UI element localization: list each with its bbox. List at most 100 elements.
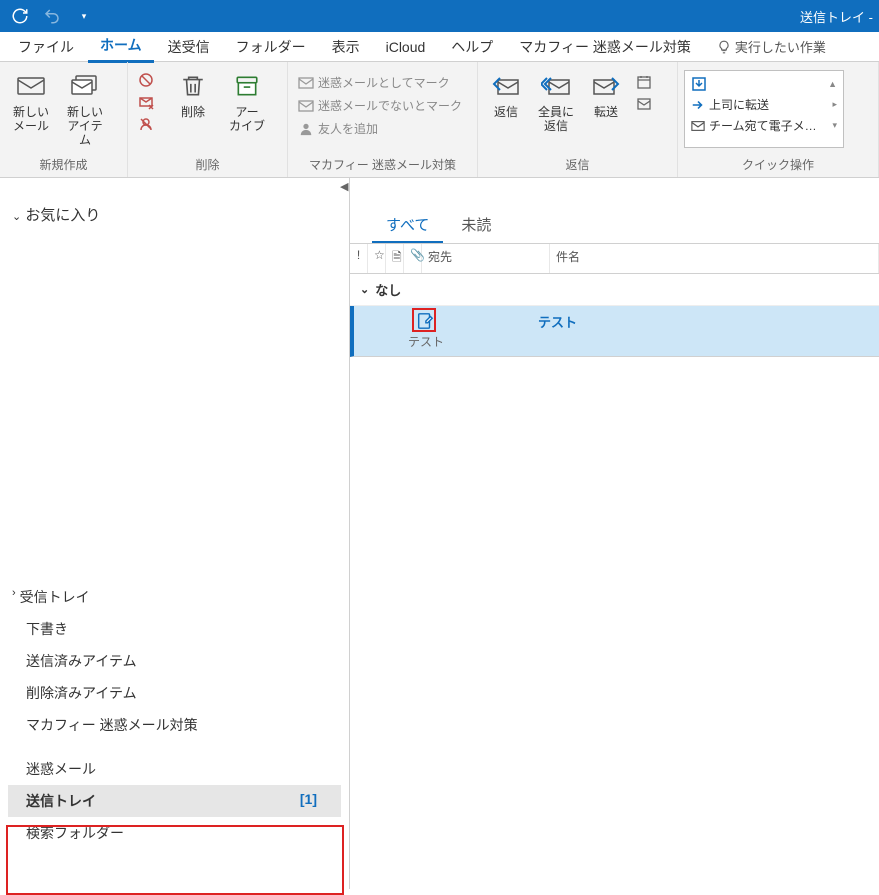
qat-dropdown-icon[interactable]: ▾ (74, 6, 94, 26)
folder-drafts[interactable]: 下書き (8, 613, 341, 645)
group-label-delete: 削除 (134, 154, 281, 175)
chevron-down-icon[interactable]: ▾ (832, 120, 837, 131)
tab-sendreceive[interactable]: 送受信 (156, 32, 222, 62)
folder-pane: ⌄ お気に入り ›受信トレイ 下書き 送信済みアイテム 削除済みアイテム マカフ… (0, 178, 350, 889)
menu-bar: ファイル ホーム 送受信 フォルダー 表示 iCloud ヘルプ マカフィー 迷… (0, 32, 879, 62)
folder-outbox[interactable]: 送信トレイ [1] (8, 785, 341, 817)
new-mail-button[interactable]: 新しい メール (6, 66, 56, 138)
inbox-icon (691, 76, 707, 92)
ribbon-group-new: 新しい メール 新しい アイテム 新規作成 (0, 62, 128, 177)
col-reminder[interactable]: ☆ (368, 244, 386, 273)
reply-icon (490, 70, 522, 102)
more-icon (636, 96, 652, 112)
sync-icon[interactable] (10, 6, 30, 26)
tab-mcafee[interactable]: マカフィー 迷惑メール対策 (507, 32, 703, 62)
folder-inbox[interactable]: ›受信トレイ (8, 581, 341, 613)
chevron-down-icon: ⌄ (12, 211, 21, 223)
folder-blank[interactable] (8, 741, 341, 753)
tab-icloud[interactable]: iCloud (374, 34, 438, 60)
chevron-down-icon: ⌄ (360, 283, 369, 296)
chevron-up-icon[interactable]: ▲ (828, 79, 837, 89)
folder-search[interactable]: 検索フォルダー (8, 817, 341, 849)
junk-icon (138, 116, 154, 132)
archive-icon (231, 70, 263, 102)
col-to[interactable]: 宛先 (422, 244, 550, 273)
ribbon: 新しい メール 新しい アイテム 新規作成 削除 (0, 62, 879, 178)
new-items-button[interactable]: 新しい アイテム (60, 66, 110, 151)
envelope-icon (15, 70, 47, 102)
folder-deleted[interactable]: 削除済みアイテム (8, 677, 341, 709)
tab-help[interactable]: ヘルプ (439, 32, 505, 62)
group-label-reply: 返信 (484, 154, 671, 175)
tab-home[interactable]: ホーム (88, 30, 154, 63)
person-icon (298, 121, 314, 137)
folder-mcafee[interactable]: マカフィー 迷惑メール対策 (8, 709, 341, 741)
reply-all-button[interactable]: 全員に 返信 (532, 66, 580, 138)
tell-me-label: 実行したい作業 (735, 37, 826, 56)
collapse-pane-icon[interactable]: ◀ (340, 180, 348, 193)
arrow-right-icon (691, 98, 705, 112)
lightbulb-icon (717, 40, 731, 54)
tab-file[interactable]: ファイル (6, 32, 86, 62)
cleanup-button[interactable] (134, 92, 164, 112)
group-label-new: 新規作成 (6, 154, 121, 175)
quick-step-boss[interactable]: 上司に転送 ▸ (689, 95, 839, 114)
col-attachment[interactable]: 📎 (404, 244, 422, 273)
add-friend-button[interactable]: 友人を追加 (294, 118, 466, 139)
cleanup-icon (138, 94, 154, 110)
reply-all-icon (540, 70, 572, 102)
message-row[interactable]: テスト テスト (350, 306, 879, 357)
ribbon-group-reply: 返信 全員に 返信 転送 返信 (478, 62, 678, 177)
new-items-icon (69, 70, 101, 102)
chevron-icon[interactable]: ▸ (832, 99, 837, 110)
more-reply-button[interactable] (632, 94, 658, 114)
forward-icon (590, 70, 622, 102)
ribbon-group-quick: ▲ 上司に転送 ▸ チーム宛て電子メ… ▾ クイック操作 (678, 62, 879, 177)
folder-junk[interactable]: 迷惑メール (8, 753, 341, 785)
mark-not-junk-button[interactable]: 迷惑メールでないとマーク (294, 95, 466, 116)
folder-sent[interactable]: 送信済みアイテム (8, 645, 341, 677)
mark-junk-button[interactable]: 迷惑メールとしてマーク (294, 72, 466, 93)
view-tabs: すべて 未読 (350, 178, 879, 244)
column-headers: ! ☆ 🗎 📎 宛先 件名 (350, 244, 879, 274)
meeting-button[interactable] (632, 72, 658, 92)
ignore-button[interactable] (134, 70, 164, 90)
group-none[interactable]: ⌄ なし (350, 274, 879, 306)
group-label-mcafee: マカフィー 迷惑メール対策 (294, 154, 471, 175)
tab-folder[interactable]: フォルダー (224, 32, 318, 62)
folder-list: ›受信トレイ 下書き 送信済みアイテム 削除済みアイテム マカフィー 迷惑メール… (8, 581, 341, 849)
archive-button[interactable]: アー カイブ (222, 66, 272, 138)
forward-button[interactable]: 転送 (584, 66, 628, 124)
favorites-area (8, 231, 341, 581)
tab-view[interactable]: 表示 (320, 32, 372, 62)
ribbon-group-delete: 削除 アー カイブ 削除 (128, 62, 288, 177)
title-bar: ▾ 送信トレイ - (0, 0, 879, 32)
quick-step-inbox[interactable]: ▲ (689, 75, 839, 93)
body: ◀ ⌄ お気に入り ›受信トレイ 下書き 送信済みアイテム 削除済みアイテム マ… (0, 178, 879, 889)
undo-icon[interactable] (42, 6, 62, 26)
col-icon[interactable]: 🗎 (386, 244, 404, 273)
view-tab-all[interactable]: すべて (372, 208, 443, 243)
message-subject: テスト (538, 312, 577, 331)
quick-access-toolbar: ▾ (0, 6, 104, 26)
folder-count: [1] (300, 791, 337, 811)
junk-button[interactable] (134, 114, 164, 134)
quick-steps-box: ▲ 上司に転送 ▸ チーム宛て電子メ… ▾ (684, 70, 844, 148)
reply-button[interactable]: 返信 (484, 66, 528, 124)
mark-junk-icon (298, 75, 314, 91)
favorites-header[interactable]: ⌄ お気に入り (8, 198, 341, 231)
delete-button[interactable]: 削除 (168, 66, 218, 124)
quick-step-team[interactable]: チーム宛て電子メ… ▾ (689, 116, 839, 135)
envelope-small-icon (691, 120, 705, 132)
calendar-icon (636, 74, 652, 90)
group-label-quick: クイック操作 (684, 154, 872, 175)
col-subject[interactable]: 件名 (550, 244, 879, 273)
col-importance[interactable]: ! (350, 244, 368, 273)
view-tab-unread[interactable]: 未読 (447, 208, 505, 243)
trash-icon (177, 70, 209, 102)
mark-not-junk-icon (298, 98, 314, 114)
ignore-icon (138, 72, 154, 88)
message-preview: テスト (408, 331, 869, 350)
tell-me[interactable]: 実行したい作業 (717, 37, 826, 56)
draft-icon (416, 312, 434, 330)
